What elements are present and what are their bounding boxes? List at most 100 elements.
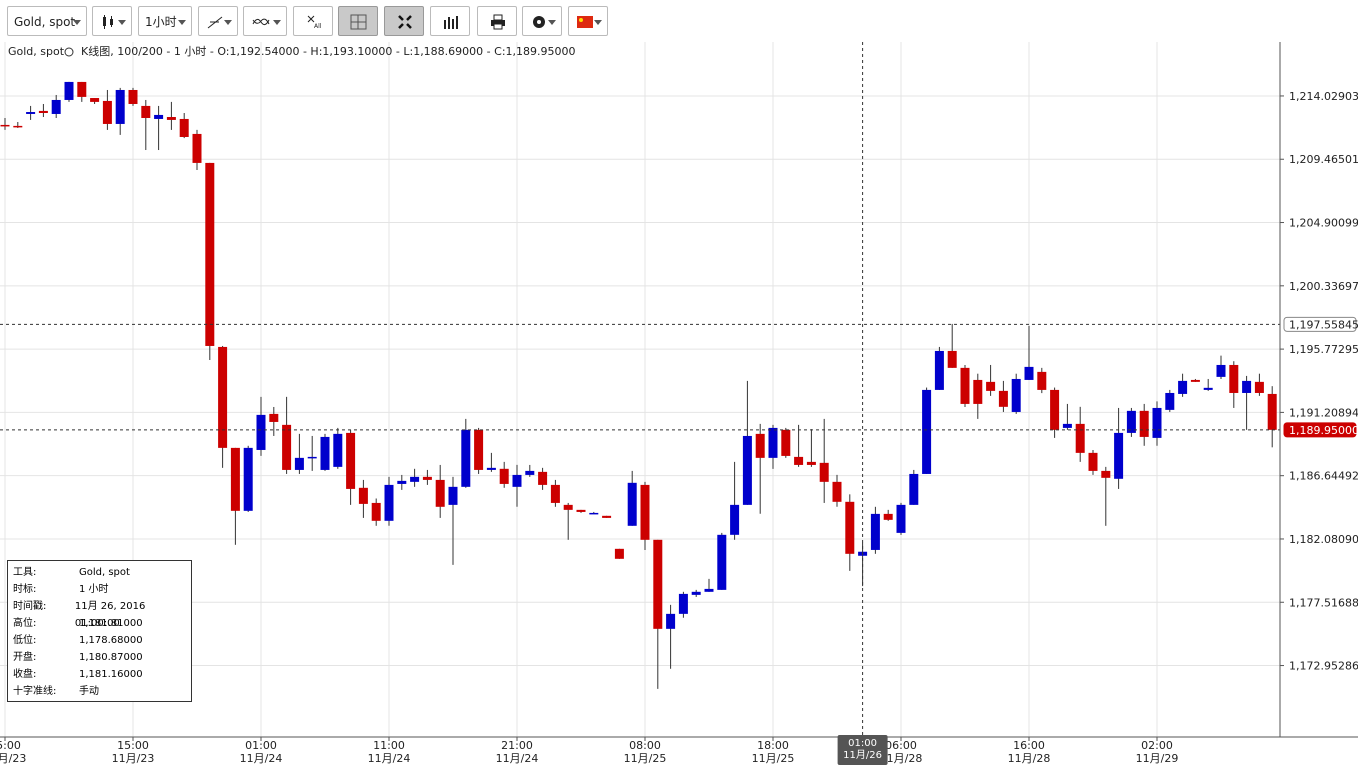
candle-body xyxy=(1101,470,1111,478)
x-tick-date: 11月/23 xyxy=(112,752,155,765)
candle-body xyxy=(333,433,343,467)
candle-body xyxy=(845,501,855,554)
candle-body xyxy=(230,447,240,511)
candle-body xyxy=(934,350,944,390)
candle-body xyxy=(243,447,253,511)
x-tick-label: 15:00 xyxy=(117,739,149,752)
x-tick-date: 11月/23 xyxy=(0,752,26,765)
candle-body xyxy=(384,484,394,521)
info-value: 手动 xyxy=(79,686,99,697)
price-marker-bg xyxy=(1283,316,1357,332)
candle-body xyxy=(538,471,548,485)
y-tick-label: 1,204.90099 xyxy=(1289,217,1358,230)
info-row: 低位: 1,178.68000 xyxy=(13,632,186,649)
candle-body xyxy=(282,424,292,470)
candle-body xyxy=(166,117,176,120)
settings-button[interactable] xyxy=(522,6,562,36)
candle-body xyxy=(0,124,10,127)
candle-body xyxy=(141,105,151,118)
x-tick-label: 11:00 xyxy=(373,739,405,752)
crosshair-x-time: 01:00 xyxy=(848,738,877,749)
crosshair-button[interactable] xyxy=(338,6,378,36)
candle-body xyxy=(115,89,125,124)
fullscreen-button[interactable] xyxy=(384,6,424,36)
candle-body xyxy=(1254,381,1264,393)
info-key: 时间戳: xyxy=(13,601,47,612)
candle-body xyxy=(742,435,752,505)
y-tick-label: 1,172.95286 xyxy=(1289,660,1358,673)
chart-type-button[interactable] xyxy=(92,6,132,36)
x-tick-date: 11月/25 xyxy=(624,752,667,765)
y-tick-label: 1,191.20894 xyxy=(1289,406,1358,419)
info-row: 高位: 1,181.81000 xyxy=(13,615,186,632)
candle-body xyxy=(1011,378,1021,412)
info-value: 1,181.81000 xyxy=(79,618,143,629)
candle-body xyxy=(678,593,688,614)
candle-body xyxy=(205,162,215,346)
candle-body xyxy=(461,429,471,487)
y-tick-label: 1,186.64492 xyxy=(1289,470,1358,483)
candle-body xyxy=(435,479,445,507)
print-button[interactable] xyxy=(477,6,517,36)
x-tick-label: 08:00 xyxy=(629,739,661,752)
info-row: 十字准线: 手动 xyxy=(13,683,186,700)
candle-body xyxy=(1242,380,1252,393)
candle-body xyxy=(320,436,330,470)
candle-body xyxy=(1178,380,1188,394)
y-tick-label: 1,214.02903 xyxy=(1289,90,1358,103)
candle-body xyxy=(499,468,509,484)
volume-button[interactable] xyxy=(430,6,470,36)
candle-body xyxy=(218,346,228,448)
candle-body xyxy=(64,81,74,100)
candle-body xyxy=(602,515,612,518)
candle-body xyxy=(1075,423,1085,453)
candle-body xyxy=(358,487,368,504)
price-marker-bg xyxy=(1283,422,1357,438)
price-marker-label: 1,197.55845 xyxy=(1289,318,1358,331)
candle-body xyxy=(1267,393,1277,430)
draw-tool-button[interactable] xyxy=(198,6,238,36)
candle-body xyxy=(704,588,714,592)
candle-body xyxy=(768,427,778,458)
candle-body xyxy=(77,81,87,97)
candle-body xyxy=(589,512,599,515)
indicator-button[interactable] xyxy=(243,6,287,36)
candle-body xyxy=(512,474,522,487)
info-row: 时间戳: 11月 26, 2016 01:00:00 xyxy=(13,598,186,629)
candle-body xyxy=(422,476,432,480)
y-tick-label: 1,182.08090 xyxy=(1289,533,1358,546)
candle-body xyxy=(730,504,740,535)
eye-icon xyxy=(64,47,74,57)
symbol-select[interactable]: Gold, spot xyxy=(7,6,87,36)
remove-all-button[interactable]: All xyxy=(293,6,333,36)
candle-body xyxy=(806,461,816,465)
candle-body xyxy=(883,513,893,520)
candle-body xyxy=(691,591,701,595)
candle-body xyxy=(973,379,983,404)
interval-select[interactable]: 1小时 xyxy=(138,6,192,36)
candle-body xyxy=(486,467,496,470)
candle-body xyxy=(410,476,420,482)
symbol-label: Gold, spot xyxy=(14,15,76,29)
x-tick-date: 11月/24 xyxy=(368,752,411,765)
candle-body xyxy=(1229,364,1239,393)
candle-body xyxy=(525,470,535,475)
candle-body xyxy=(1165,392,1175,410)
x-tick-label: 01:00 xyxy=(245,739,277,752)
language-button[interactable] xyxy=(568,6,608,36)
price-marker-label: 1,189.95000 xyxy=(1289,424,1358,437)
info-value: Gold, spot xyxy=(79,567,130,578)
y-tick-label: 1,209.46501 xyxy=(1289,153,1358,166)
candle-body xyxy=(627,482,637,526)
candle-body xyxy=(13,125,23,128)
candle-body xyxy=(640,484,650,540)
candle-body xyxy=(870,513,880,550)
candle-body xyxy=(1114,432,1124,479)
chart-header-ohlc: K线图, 100/200 - 1 小时 - O:1,192.54000 - H:… xyxy=(81,44,576,58)
info-key: 十字准线: xyxy=(13,686,57,697)
x-tick-label: 05:00 xyxy=(0,739,21,752)
x-tick-date: 11月/29 xyxy=(1136,752,1179,765)
candle-body xyxy=(371,502,381,521)
toolbar: Gold, spot 1小时 All xyxy=(0,0,1358,43)
info-value: 1,181.16000 xyxy=(79,669,143,680)
